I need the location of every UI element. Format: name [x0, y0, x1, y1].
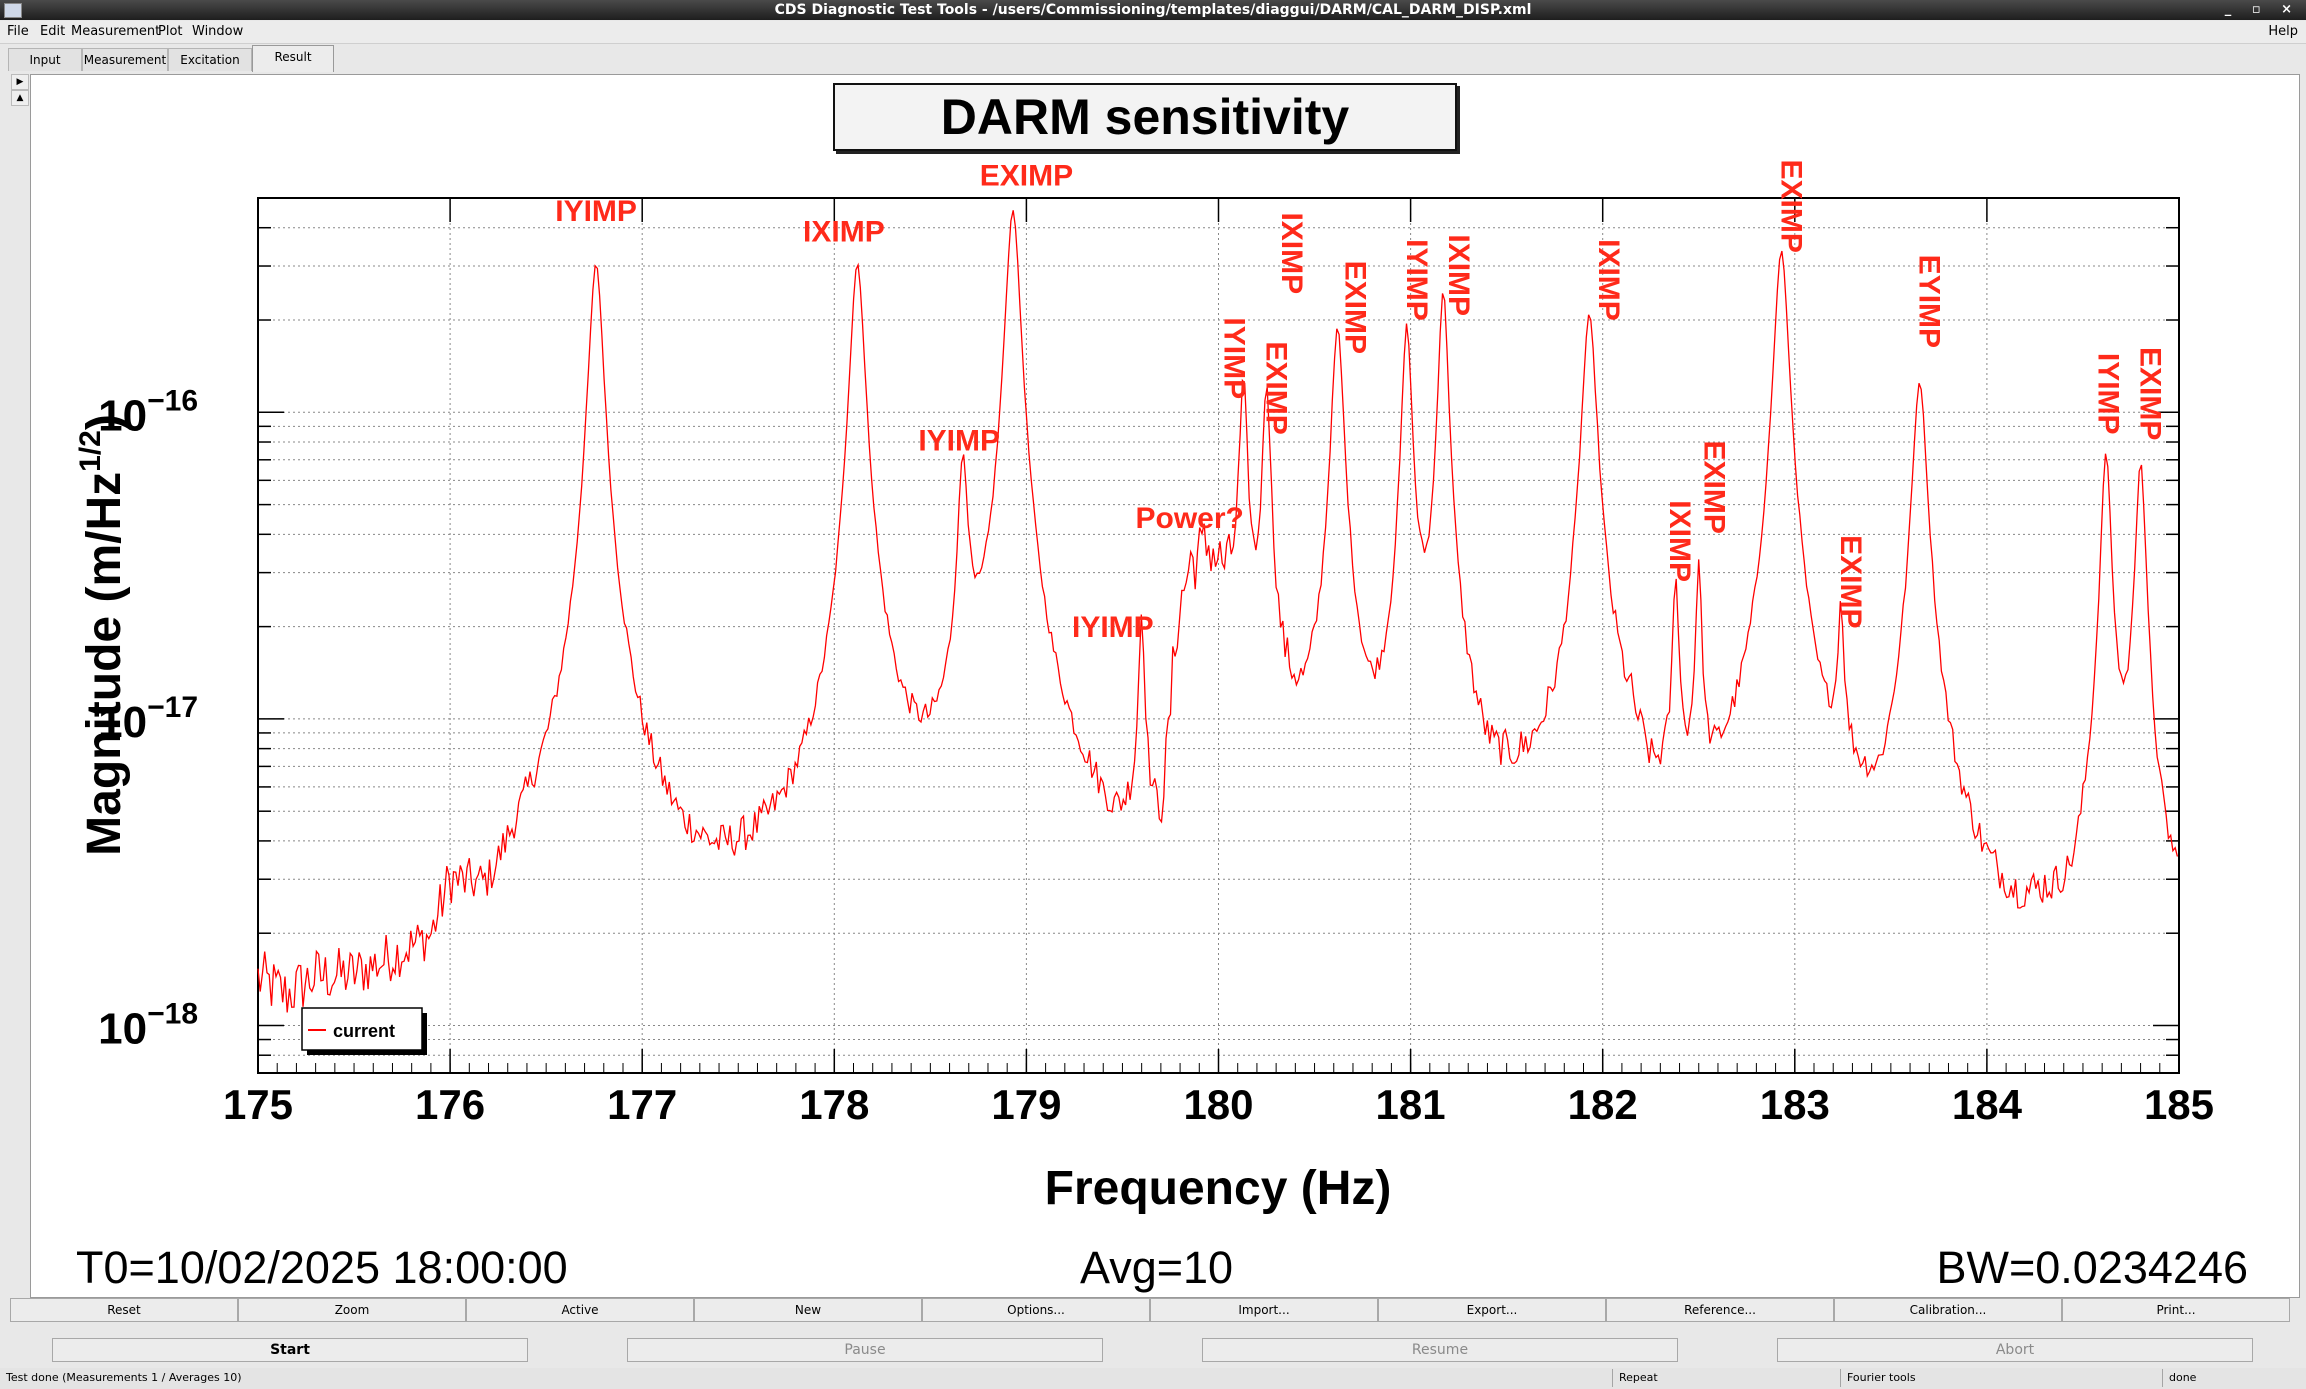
menu-help[interactable]: Help — [2268, 24, 2298, 39]
menu-file[interactable]: File — [7, 24, 29, 39]
status-mode: Fourier tools — [1840, 1369, 1916, 1387]
menu-window[interactable]: Window — [192, 24, 244, 39]
tab-input[interactable]: Input — [8, 48, 82, 71]
t0-stat: T0=10/02/2025 18:00:00 — [76, 1242, 568, 1293]
resume-button[interactable]: Resume — [1202, 1338, 1678, 1362]
avg-stat: Avg=10 — [1080, 1242, 1234, 1293]
tab-result[interactable]: Result — [252, 45, 334, 72]
pause-button[interactable]: Pause — [627, 1338, 1103, 1362]
options-button[interactable]: Options... — [922, 1298, 1150, 1322]
new-button[interactable]: New — [694, 1298, 922, 1322]
status-state: done — [2162, 1369, 2196, 1387]
chart-title: DARM sensitivity — [833, 83, 1457, 151]
active-button[interactable]: Active — [466, 1298, 694, 1322]
tab-measurement[interactable]: Measurement — [82, 48, 168, 71]
plot-toolbar: Reset Zoom Active New Options... Import.… — [10, 1298, 2302, 1324]
collapse-up-icon[interactable]: ▲ — [11, 90, 29, 106]
menu-edit[interactable]: Edit — [40, 24, 66, 39]
status-message: Test done (Measurements 1 / Averages 10) — [6, 1371, 242, 1384]
menu-measurement[interactable]: Measurement — [71, 24, 161, 39]
status-repeat: Repeat — [1612, 1369, 1658, 1387]
reset-button[interactable]: Reset — [10, 1298, 238, 1322]
start-button[interactable]: Start — [52, 1338, 528, 1362]
tab-bar: Input Measurement Excitation Result — [0, 45, 2306, 72]
calibration-button[interactable]: Calibration... — [1834, 1298, 2062, 1322]
status-bar: Test done (Measurements 1 / Averages 10)… — [0, 1368, 2306, 1389]
app-icon — [4, 3, 22, 18]
tab-excitation[interactable]: Excitation — [168, 48, 252, 71]
window-controls[interactable]: _ ▫ × — [2224, 2, 2300, 17]
zoom-button[interactable]: Zoom — [238, 1298, 466, 1322]
bw-stat: BW=0.0234246 — [1936, 1242, 2248, 1293]
export-button[interactable]: Export... — [1378, 1298, 1606, 1322]
expand-right-icon[interactable]: ▶ — [11, 74, 29, 90]
window-titlebar: CDS Diagnostic Test Tools - /users/Commi… — [0, 0, 2306, 20]
print-button[interactable]: Print... — [2062, 1298, 2290, 1322]
import-button[interactable]: Import... — [1150, 1298, 1378, 1322]
reference-button[interactable]: Reference... — [1606, 1298, 1834, 1322]
window-title: CDS Diagnostic Test Tools - /users/Commi… — [774, 2, 1532, 18]
abort-button[interactable]: Abort — [1777, 1338, 2253, 1362]
menu-bar: File Edit Measurement Plot Window Help — [0, 21, 2306, 44]
menu-plot[interactable]: Plot — [158, 24, 183, 39]
measurement-controls: Start Pause Resume Abort — [0, 1338, 2306, 1364]
plot-panel — [30, 74, 2300, 1298]
